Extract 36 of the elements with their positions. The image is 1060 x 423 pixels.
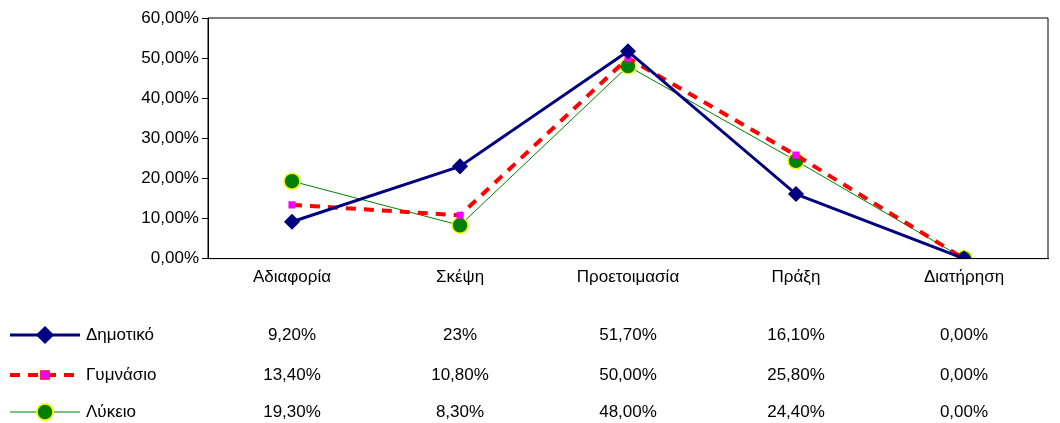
x-tick-label: Σκέψη	[435, 267, 485, 287]
data-label: 23%	[442, 324, 478, 344]
legend-label: Γυμνάσιο	[86, 364, 157, 384]
point	[452, 158, 468, 175]
y-tick-label: 20,00%	[141, 168, 199, 188]
y-tick-label: 10,00%	[141, 208, 199, 228]
data-label: 24,40%	[767, 401, 825, 421]
data-label: 25,80%	[767, 364, 825, 384]
legend-label: Λύκειο	[86, 401, 136, 421]
data-label: 51,70%	[599, 324, 657, 344]
y-tick-label: 30,00%	[141, 127, 199, 147]
data-label: 0,00%	[939, 324, 989, 344]
y-tick-label: 0,00%	[150, 248, 199, 268]
data-label: 9,20%	[267, 324, 317, 344]
point	[788, 186, 804, 202]
legend-label: Δημοτικό	[86, 324, 155, 344]
data-label: 0,00%	[939, 364, 989, 384]
data-label: 0,00%	[939, 401, 989, 421]
y-tick-label: 60,00%	[141, 7, 199, 27]
x-tick-label: Πράξη	[771, 267, 821, 287]
data-label: 10,80%	[431, 364, 489, 384]
data-label: 16,10%	[767, 324, 825, 344]
data-label: 13,40%	[263, 364, 321, 384]
data-label: 8,30%	[435, 401, 485, 421]
data-label: 48,00%	[599, 401, 657, 421]
point	[620, 43, 636, 60]
point	[451, 216, 469, 235]
point	[283, 172, 301, 190]
x-tick-label: Προετοιμασία	[576, 267, 680, 287]
y-tick-label: 50,00%	[141, 47, 199, 67]
x-tick-label: Διατήρηση	[923, 267, 1005, 287]
data-label: 19,30%	[263, 401, 321, 421]
y-tick-label: 40,00%	[141, 87, 199, 107]
data-label: 50,00%	[599, 364, 657, 384]
x-tick-label: Αδιαφορία	[252, 267, 332, 287]
point	[284, 213, 300, 230]
